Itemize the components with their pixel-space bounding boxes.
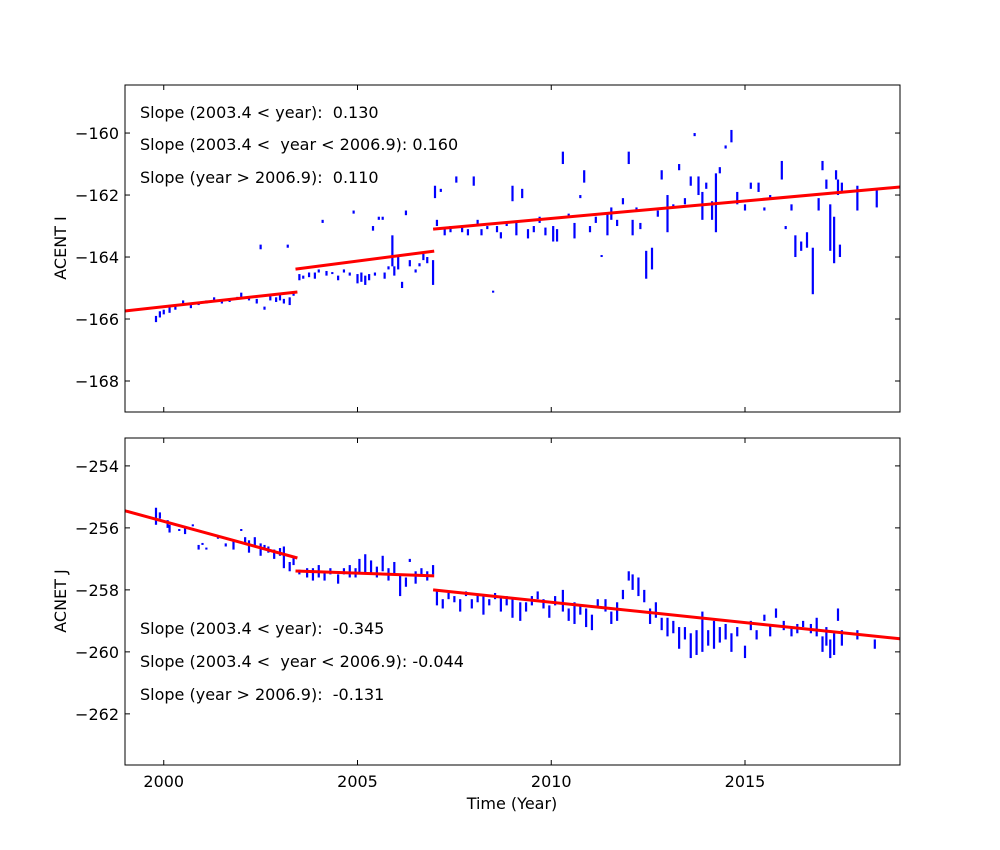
y-axis-label: ACNET J	[51, 569, 70, 633]
slope-annotation-1: Slope (2003.4 < year): -0.345	[140, 619, 384, 638]
fit-line	[124, 290, 298, 313]
x-tick-label: 2005	[337, 772, 378, 791]
fit-line	[295, 249, 435, 271]
y-ticks: −168 −166 −164 −162 −160	[75, 124, 900, 391]
slope-annotation-2: Slope (2003.4 < year < 2006.9): -0.044	[140, 652, 464, 671]
x-ticks	[163, 85, 746, 412]
y-tick-label: −254	[75, 457, 119, 476]
panel-acent-i: −168 −166 −164 −162 −160 ACENT I Slope (…	[51, 84, 901, 413]
y-tick-label: −258	[75, 581, 119, 600]
y-tick-label: −262	[75, 705, 119, 724]
fit-line	[432, 185, 901, 231]
x-tick-label: 2000	[143, 772, 184, 791]
y-tick-label: −168	[75, 372, 119, 391]
data-points	[154, 129, 878, 323]
y-tick-label: −160	[75, 124, 119, 143]
axes-frame	[124, 437, 901, 766]
axes-frame	[124, 84, 901, 413]
x-tick-label: 2015	[725, 772, 766, 791]
y-tick-label: −162	[75, 186, 119, 205]
slope-annotation-3: Slope (year > 2006.9): 0.110	[140, 168, 379, 187]
fit-line	[432, 588, 901, 641]
y-tick-label: −260	[75, 643, 119, 662]
x-ticks: 2000 2005 2010 2015	[143, 438, 765, 791]
y-tick-label: −164	[75, 248, 119, 267]
y-tick-label: −166	[75, 310, 119, 329]
y-axis-label: ACENT I	[51, 216, 70, 280]
data-points	[154, 507, 876, 659]
slope-annotation-1: Slope (2003.4 < year): 0.130	[140, 103, 379, 122]
y-ticks: −262 −260 −258 −256 −254	[75, 457, 900, 724]
slope-annotation-2: Slope (2003.4 < year < 2006.9): 0.160	[140, 135, 458, 154]
fit-lines	[124, 509, 901, 641]
fit-lines	[124, 185, 901, 313]
slope-annotation-3: Slope (year > 2006.9): -0.131	[140, 685, 384, 704]
panel-acnet-j: 2000 2005 2010 2015 −262 −260 −258 −256 …	[51, 437, 901, 813]
fit-line	[124, 509, 298, 560]
x-axis-label: Time (Year)	[466, 794, 558, 813]
y-tick-label: −256	[75, 519, 119, 538]
fit-line	[295, 569, 435, 578]
x-tick-label: 2010	[531, 772, 572, 791]
